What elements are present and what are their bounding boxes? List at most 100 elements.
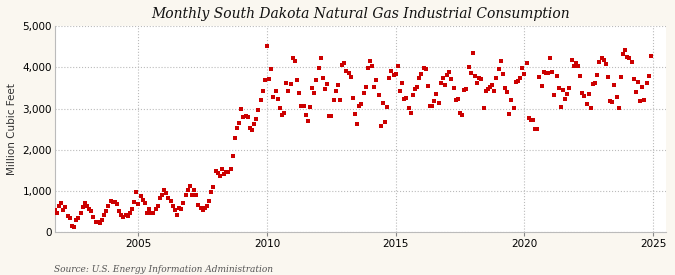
Point [628, 76, 639, 81]
Point [549, 93, 560, 97]
Point [504, 112, 515, 116]
Point [62, 213, 73, 218]
Point [88, 214, 99, 219]
Point [45, 225, 56, 229]
Point [146, 210, 157, 215]
Point [459, 88, 470, 92]
Point [508, 106, 519, 110]
Point [64, 216, 75, 220]
Point [630, 89, 641, 94]
Point [80, 201, 90, 205]
Point [120, 213, 131, 217]
Point [97, 218, 107, 222]
Point [534, 75, 545, 79]
Point [500, 86, 510, 90]
Point [286, 82, 296, 86]
Point [296, 104, 306, 109]
Point [497, 72, 508, 76]
Point [538, 70, 549, 74]
Point [328, 98, 339, 103]
Point [433, 101, 444, 105]
Point [244, 126, 255, 130]
Point [234, 120, 244, 125]
Text: Source: U.S. Energy Information Administration: Source: U.S. Energy Information Administ… [54, 265, 273, 274]
Point [107, 200, 118, 204]
Point [429, 99, 439, 103]
Point [362, 66, 373, 70]
Point [437, 76, 448, 80]
Point [412, 85, 423, 90]
Point [382, 105, 393, 109]
Point [495, 59, 506, 63]
Point [313, 66, 324, 71]
Title: Monthly South Dakota Natural Gas Industrial Consumption: Monthly South Dakota Natural Gas Industr… [151, 7, 570, 21]
Point [255, 98, 266, 102]
Point [191, 193, 202, 197]
Point [435, 81, 446, 85]
Point [71, 218, 82, 222]
Point [408, 93, 418, 97]
Point [405, 111, 416, 115]
Point [390, 72, 401, 76]
Point [135, 194, 146, 198]
Point [554, 86, 564, 90]
Point [95, 221, 105, 225]
Point [131, 190, 142, 194]
Point [257, 88, 268, 93]
Point [367, 64, 377, 69]
Point [506, 98, 517, 102]
Point [512, 79, 523, 83]
Point [450, 98, 461, 102]
Point [86, 209, 97, 214]
Point [223, 170, 234, 175]
Point [294, 90, 304, 95]
Point [176, 207, 187, 211]
Point [611, 95, 622, 99]
Point [262, 44, 273, 49]
Point [418, 65, 429, 70]
Point [124, 211, 135, 216]
Point [510, 80, 521, 84]
Point [279, 111, 290, 115]
Point [472, 81, 483, 86]
Point [148, 211, 159, 216]
Point [587, 81, 598, 86]
Point [169, 208, 180, 212]
Point [616, 74, 626, 79]
Point [40, 226, 51, 231]
Point [384, 76, 395, 81]
Point [77, 205, 88, 209]
Point [221, 170, 232, 174]
Point [200, 206, 211, 210]
Point [337, 63, 348, 67]
Point [195, 206, 206, 210]
Point [129, 200, 140, 204]
Point [300, 113, 311, 117]
Point [101, 209, 111, 214]
Point [290, 59, 300, 63]
Point [457, 113, 468, 117]
Point [210, 169, 221, 173]
Point [465, 71, 476, 75]
Point [452, 97, 463, 101]
Point [159, 188, 169, 193]
Point [470, 74, 481, 78]
Point [343, 71, 354, 75]
Point [476, 77, 487, 81]
Point [560, 97, 570, 101]
Point [259, 78, 270, 82]
Point [346, 75, 356, 79]
Point [455, 111, 466, 115]
Point [193, 203, 204, 207]
Point [111, 202, 122, 206]
Point [425, 104, 435, 108]
Point [641, 81, 652, 86]
Point [577, 91, 588, 96]
Point [388, 72, 399, 77]
Point [525, 118, 536, 122]
Point [67, 224, 78, 228]
Point [375, 123, 386, 128]
Point [92, 220, 103, 224]
Point [566, 58, 577, 62]
Point [427, 104, 437, 109]
